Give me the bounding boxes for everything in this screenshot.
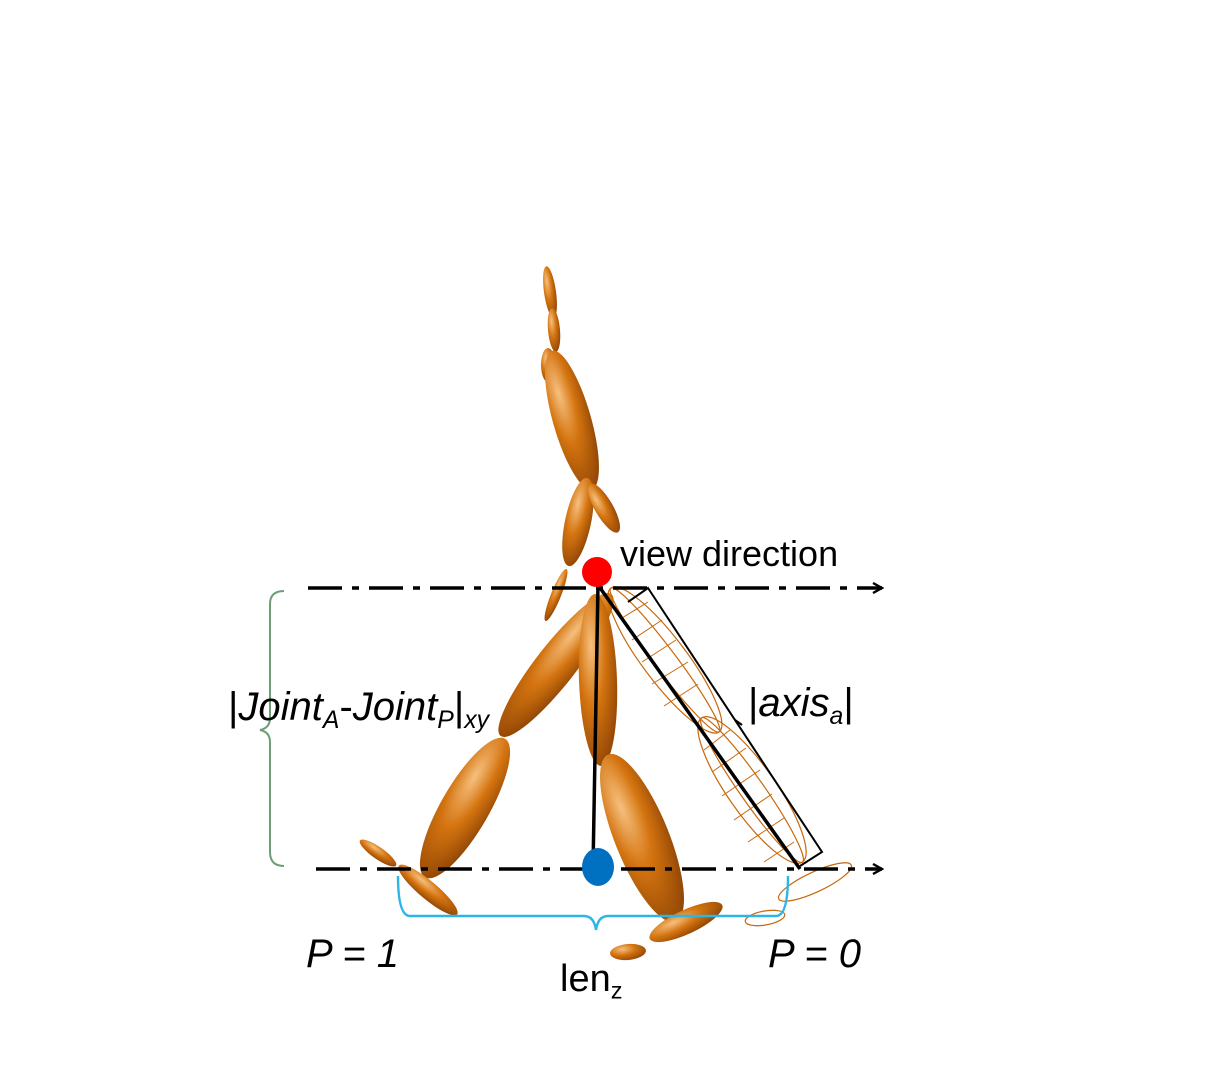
len-subscript: z: [610, 977, 623, 1004]
wireframe-leg: [607, 586, 853, 927]
joint-a-text: Joint: [238, 685, 323, 729]
axis-length-label: |axisa|: [748, 683, 854, 730]
view-direction-label: view direction: [620, 533, 839, 574]
axis-open-bar: |: [748, 681, 759, 725]
axis-line: [596, 583, 802, 871]
joint-p-subscript: P: [437, 706, 454, 734]
p-equals-zero-label: P = 0: [768, 932, 862, 976]
shin-left-segment: [419, 737, 511, 879]
wireframe-toe: [744, 909, 786, 927]
vertical-joint-line: [591, 584, 600, 869]
joint-distance-brace: [259, 590, 285, 867]
joint-diff-open-bar: |: [228, 685, 239, 729]
joint-diff-close-bar: |: [453, 685, 465, 729]
body-figure: [359, 266, 723, 961]
wireframe-thigh-inner: [609, 587, 721, 733]
head-segment-top: [543, 266, 557, 318]
joint-a-subscript: A: [322, 706, 340, 734]
anterior-joint-red: [582, 557, 612, 587]
joint-diff-dash: -: [339, 685, 353, 729]
arm-left-segment: [544, 568, 568, 622]
head-segment: [547, 308, 561, 352]
pelvis-left-segment: [562, 477, 594, 567]
axis-subscript: a: [829, 702, 844, 730]
torso-segment: [545, 350, 599, 490]
len-z-label: lenz: [560, 960, 623, 1003]
pelvis-right-segment: [587, 483, 621, 533]
foot-left-toe-segment: [359, 839, 397, 867]
wireframe-foot: [777, 862, 853, 902]
joint-p-text: Joint: [352, 685, 438, 729]
p-equals-one-label: P = 1: [306, 932, 400, 976]
axis-bracket-tick: [734, 719, 743, 726]
axis-close-bar: |: [843, 681, 854, 725]
foot-left-segment: [398, 864, 458, 916]
wireframe-shin-inner: [699, 716, 805, 864]
wireframe-rings: [621, 601, 795, 863]
len-z-brace: [396, 875, 790, 931]
shin-center-segment: [600, 753, 684, 923]
xy-subscript: xy: [464, 706, 489, 734]
foot-center-segment: [649, 901, 723, 943]
projected-joint-blue: [582, 848, 614, 886]
joint-difference-label: |JointA-JointP|xy: [228, 687, 489, 734]
len-text: len: [560, 958, 611, 1000]
toe-center-segment: [610, 943, 646, 961]
axis-text: axis: [758, 681, 830, 725]
